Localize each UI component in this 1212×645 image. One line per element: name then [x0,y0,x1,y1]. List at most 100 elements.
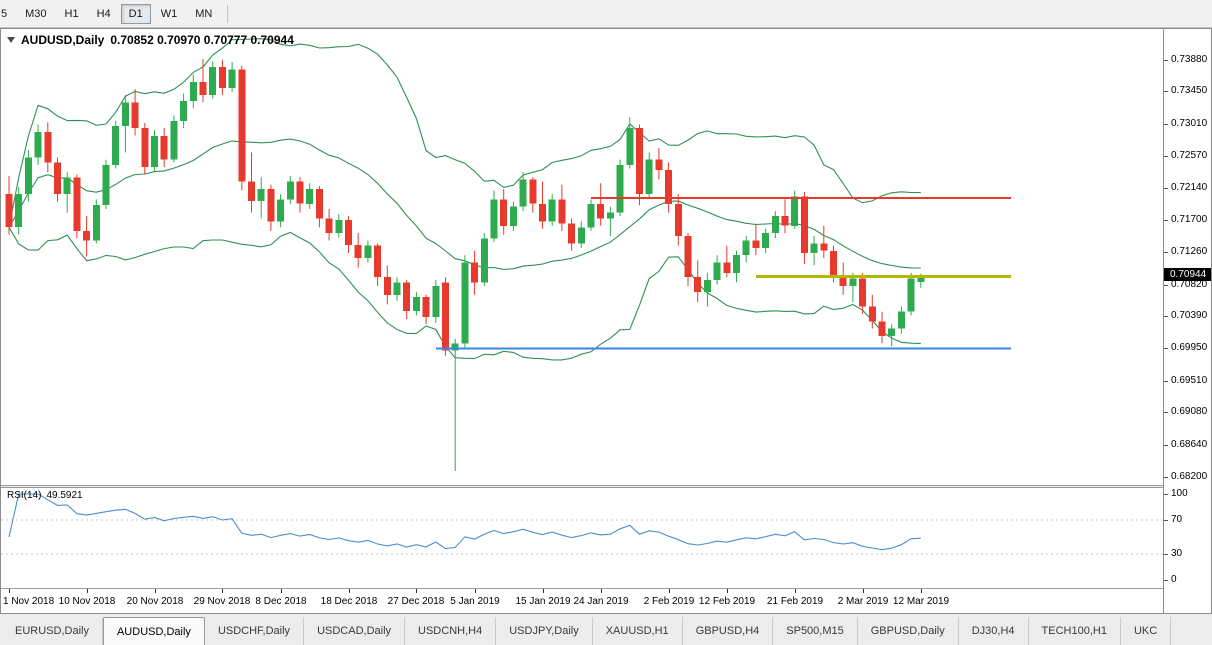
candles-layer [5,59,925,471]
time-axis-label: 12 Mar 2019 [892,596,950,607]
horizontal-line-objects[interactable] [435,196,1011,350]
rsi-axis-tick [1164,494,1168,495]
chart-symbol-label: AUDUSD,Daily [21,33,105,47]
chart-tab-usdcad-daily[interactable]: USDCAD,Daily [304,617,406,645]
rsi-axis-label: 100 [1171,488,1188,499]
price-axis-tick [1164,381,1168,382]
price-axis-label: 0.71260 [1171,246,1208,257]
rsi-line [8,493,921,551]
timeframe-button-5[interactable]: 5 [1,7,8,20]
chart-tab-sp500-m15[interactable]: SP500,M15 [773,617,858,645]
axis-divider [1,588,1163,589]
timeframe-toolbar: 5 M30 H1 H4 D1 W1 MN [0,0,1212,28]
time-axis-tick [863,589,864,593]
timeframe-button-w1[interactable]: W1 [160,7,178,20]
rsi-axis-tick [1164,520,1168,521]
price-axis-label: 0.72140 [1171,182,1208,193]
price-axis-tick [1164,285,1168,286]
rsi-level-lines [1,519,1163,555]
timeframe-button-m30[interactable]: M30 [25,7,47,20]
chart-tabs-bar: EURUSD,Daily AUDUSD,Daily USDCHF,Daily USDC… [0,614,1212,645]
time-axis-label: 12 Feb 2019 [698,596,756,607]
time-axis-tick [543,589,544,593]
time-axis-label: 1 Nov 2018 [3,596,55,607]
price-axis-label: 0.73450 [1171,85,1208,96]
price-axis[interactable]: 0.73880 0.73450 0.73010 0.72570 0.72140 0.717… [1163,29,1211,613]
price-axis-label: 0.68640 [1171,439,1208,450]
rsi-axis-tick [1164,554,1168,555]
time-axis-label: 20 Nov 2018 [126,596,184,607]
time-axis-tick [281,589,282,593]
price-axis-tick [1164,124,1168,125]
time-axis-tick [921,589,922,593]
current-price-badge: 0.70944 [1164,268,1211,281]
chart-tab-gbpusd-h4[interactable]: GBPUSD,H4 [683,617,774,645]
chart-tab-usdjpy-daily[interactable]: USDJPY,Daily [496,617,593,645]
panel-divider[interactable] [1,485,1163,488]
price-axis-tick [1164,412,1168,413]
rsi-indicator-label: RSI(14) 49.5921 [7,490,88,501]
price-axis-label: 0.68200 [1171,471,1208,482]
price-axis-label: 0.70820 [1171,279,1208,290]
time-axis-tick [222,589,223,593]
price-axis-tick [1164,348,1168,349]
time-axis-tick [795,589,796,593]
chart-ohlc-values: 0.70852 0.70970 0.70777 0.70944 [110,33,294,47]
rsi-name: RSI(14) [7,490,42,501]
time-axis[interactable]: 1 Nov 2018 10 Nov 2018 20 Nov 2018 29 Nov 2… [1,589,1163,613]
price-axis-tick [1164,188,1168,189]
time-axis-tick [601,589,602,593]
chart-tab-ukc[interactable]: UKC [1121,617,1172,645]
time-axis-tick [416,589,417,593]
time-axis-label: 21 Feb 2019 [766,596,824,607]
chart-tab-audusd-daily[interactable]: AUDUSD,Daily [102,617,205,645]
timeframe-button-d1[interactable]: D1 [120,3,151,24]
price-chart-area[interactable]: AUDUSD,Daily 0.70852 0.70970 0.70777 0.7… [1,29,1163,485]
time-axis-label: 2 Mar 2019 [837,596,889,607]
price-axis-tick [1164,252,1168,253]
chart-window: AUDUSD,Daily 0.70852 0.70970 0.70777 0.7… [0,28,1212,614]
time-axis-tick [475,589,476,593]
chart-tab-eurusd-daily[interactable]: EURUSD,Daily [2,617,103,645]
rsi-axis-label: 0 [1171,574,1177,585]
price-axis-label: 0.72570 [1171,150,1208,161]
time-axis-tick [727,589,728,593]
chart-tab-xauusd-h1[interactable]: XAUUSD,H1 [593,617,683,645]
price-axis-label: 0.70390 [1171,310,1208,321]
timeframe-button-h4[interactable]: H4 [96,7,111,20]
time-axis-tick [669,589,670,593]
price-axis-tick [1164,316,1168,317]
time-axis-label: 5 Jan 2019 [450,596,500,607]
toolbar-separator [227,4,229,23]
chart-tab-gbpusd-daily[interactable]: GBPUSD,Daily [858,617,959,645]
timeframe-button-mn[interactable]: MN [195,7,213,20]
chart-tab-tech100-h1[interactable]: TECH100,H1 [1029,617,1121,645]
chart-tab-usdcnh-h4[interactable]: USDCNH,H4 [405,617,497,645]
price-axis-tick [1164,60,1168,61]
price-axis-label: 0.69080 [1171,406,1208,417]
time-axis-tick [349,589,350,593]
price-axis-tick [1164,220,1168,221]
rsi-axis-label: 70 [1171,514,1183,525]
price-axis-label: 0.69950 [1171,342,1208,353]
timeframe-button-h1[interactable]: H1 [64,7,79,20]
time-axis-tick [155,589,156,593]
rsi-chart [1,493,1163,555]
price-axis-label: 0.73880 [1171,54,1208,65]
plot-column: AUDUSD,Daily 0.70852 0.70970 0.70777 0.7… [1,29,1163,613]
time-axis-label: 29 Nov 2018 [193,596,251,607]
time-axis-label: 15 Jan 2019 [515,596,571,607]
price-axis-label: 0.69510 [1171,375,1208,386]
rsi-axis-label: 30 [1171,548,1183,559]
time-axis-label: 18 Dec 2018 [320,596,378,607]
chart-tab-dj30-h4[interactable]: DJ30,H4 [959,617,1029,645]
price-axis-tick [1164,477,1168,478]
price-axis-label: 0.73010 [1171,118,1208,129]
time-axis-label: 10 Nov 2018 [58,596,116,607]
rsi-panel[interactable]: RSI(14) 49.5921 [1,488,1163,588]
price-axis-tick [1164,156,1168,157]
chart-tab-usdchf-daily[interactable]: USDCHF,Daily [205,617,305,645]
chart-dropdown-icon[interactable] [7,37,15,43]
time-axis-tick [87,589,88,593]
